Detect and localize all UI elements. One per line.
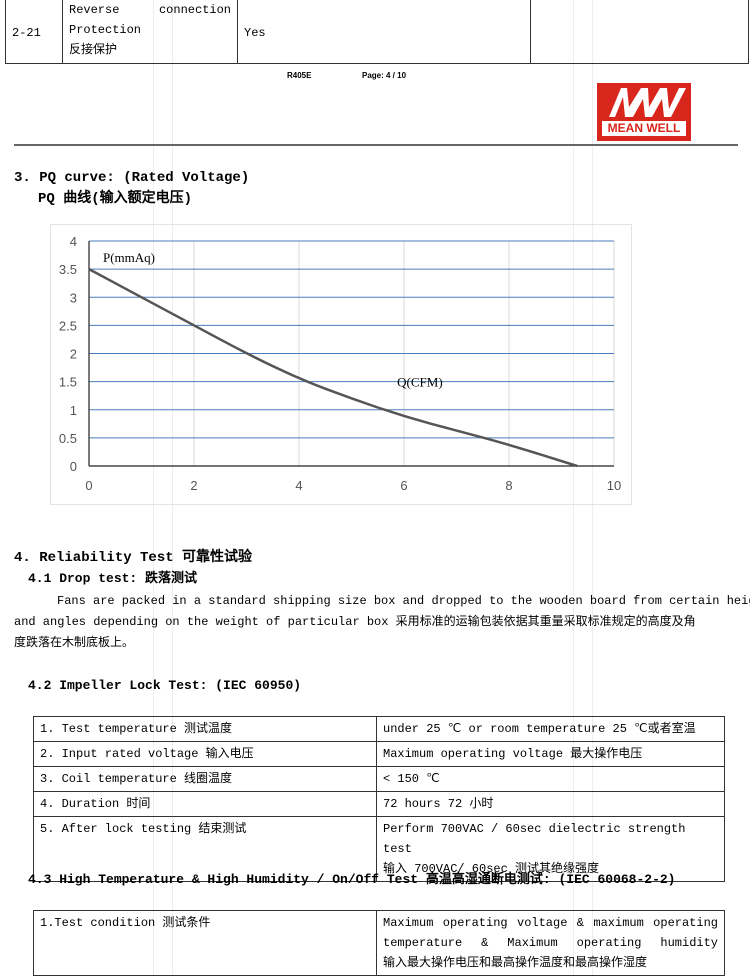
y-tick-label: 3 bbox=[70, 290, 77, 305]
drop-test-text: and angles depending on the weight of pa… bbox=[14, 615, 696, 629]
y-tick-label: 4 bbox=[70, 234, 77, 249]
section-3-subtitle: PQ 曲线(输入额定电压) bbox=[38, 191, 193, 207]
row-value-line: < 150 ℃ bbox=[383, 772, 440, 786]
table-row: 3. Coil temperature 线圈温度 < 150 ℃ bbox=[33, 766, 725, 792]
y-tick-label: 0.5 bbox=[59, 431, 77, 446]
mean-well-logo: MEAN WELL bbox=[597, 83, 691, 141]
row-value: 72 hours 72 小时 bbox=[376, 791, 725, 817]
row-label: 5. After lock testing 结束测试 bbox=[33, 816, 377, 882]
row-value-line: 输入 700VAC/ 60sec 测试其绝缘强度 bbox=[383, 862, 600, 876]
row-value-line: Maximum operating voltage 最大操作电压 bbox=[383, 747, 643, 761]
y-tick-label: 2.5 bbox=[59, 318, 77, 333]
x-tick-label: 10 bbox=[607, 478, 621, 493]
drop-test-text: Fans are packed in a standard shipping s… bbox=[57, 594, 750, 608]
y-tick-label: 1.5 bbox=[59, 375, 77, 390]
value-cell: Yes bbox=[237, 0, 531, 64]
section-4-3-title: 4.3 High Temperature & High Humidity / O… bbox=[28, 872, 676, 887]
row-value: Perform 700VAC / 60sec dielectric streng… bbox=[376, 816, 725, 882]
section-4-1-title: 4.1 Drop test: 跌落测试 bbox=[28, 571, 198, 586]
y-tick-label: 2 bbox=[70, 347, 77, 362]
watermark-strip bbox=[153, 0, 173, 976]
row-value-line: Perform 700VAC / 60sec dielectric streng… bbox=[383, 822, 686, 856]
item-line: 反接保护 bbox=[69, 43, 118, 57]
item-line: Protection bbox=[69, 23, 142, 37]
y-axis-label: P(mmAq) bbox=[103, 250, 155, 265]
row-value: Maximum operating voltage 最大操作电压 bbox=[376, 741, 725, 767]
section-4-2-title: 4.2 Impeller Lock Test: (IEC 60950) bbox=[28, 678, 302, 693]
table-row: 4. Duration 时间 72 hours 72 小时 bbox=[33, 791, 725, 817]
x-tick-label: 2 bbox=[190, 478, 197, 493]
row-label: 3. Coil temperature 线圈温度 bbox=[33, 766, 377, 792]
doc-code: R405E bbox=[287, 71, 312, 80]
logo-text: MEAN WELL bbox=[602, 121, 686, 136]
impeller-lock-table: 1. Test temperature 测试温度 under 25 ℃ or ro… bbox=[33, 716, 725, 882]
row-value: Maximum operating voltage & maximum oper… bbox=[376, 910, 725, 976]
y-tick-label: 0 bbox=[70, 459, 77, 474]
x-tick-label: 0 bbox=[85, 478, 92, 493]
row-value-line: under 25 ℃ or room temperature 25 ℃或者室温 bbox=[383, 722, 696, 736]
row-id: 2-21 bbox=[5, 0, 63, 64]
row-label: 1. Test temperature 测试温度 bbox=[33, 716, 377, 742]
x-tick-label: 8 bbox=[505, 478, 512, 493]
empty-cell bbox=[530, 0, 749, 64]
y-tick-label: 1 bbox=[70, 403, 77, 418]
table-row: 2. Input rated voltage 输入电压 Maximum opera… bbox=[33, 741, 725, 767]
table-row: 1.Test condition 测试条件 Maximum operating v… bbox=[33, 910, 725, 976]
section-3-title: 3. PQ curve: (Rated Voltage) bbox=[14, 170, 250, 186]
item-line: connection bbox=[158, 3, 231, 17]
row-value-line: 输入最大操作电压和最高操作温度和最高操作湿度 bbox=[383, 956, 648, 970]
pq-chart-svg: 0 2 4 6 8 10 0 0.5 1 1.5 2 2.5 3 3.5 4 P(mmAq) Q(CFM) bbox=[59, 234, 621, 493]
x-tick-label: 6 bbox=[400, 478, 407, 493]
row-value: under 25 ℃ or room temperature 25 ℃或者室温 bbox=[376, 716, 725, 742]
y-tick-label: 3.5 bbox=[59, 262, 77, 277]
pq-curve bbox=[88, 268, 578, 468]
x-axis-label: Q(CFM) bbox=[397, 375, 443, 390]
row-label: 2. Input rated voltage 输入电压 bbox=[33, 741, 377, 767]
item-cell: Reverse connection Protection 反接保护 bbox=[62, 0, 238, 64]
item-line: Reverse bbox=[69, 3, 120, 17]
row-value-line: Maximum operating voltage & maximum oper… bbox=[383, 916, 718, 930]
section-4-title: 4. Reliability Test 可靠性试验 bbox=[14, 550, 253, 566]
row-value-line: temperature & Maximum operating humidity bbox=[383, 936, 718, 950]
watermark-strip bbox=[573, 0, 593, 976]
top-table: 2-21 Reverse connection Protection 反接保护 Y… bbox=[5, 0, 749, 64]
high-temp-humidity-table: 1.Test condition 测试条件 Maximum operating v… bbox=[33, 910, 725, 976]
table-row: 5. After lock testing 结束测试 Perform 700VAC… bbox=[33, 816, 725, 882]
row-value-line: 72 hours 72 小时 bbox=[383, 797, 494, 811]
mw-logo-mark bbox=[609, 88, 686, 117]
row-label: 1.Test condition 测试条件 bbox=[33, 910, 377, 976]
pq-chart: 0 2 4 6 8 10 0 0.5 1 1.5 2 2.5 3 3.5 4 P(mmAq) Q(CFM) bbox=[50, 224, 632, 505]
table-row: 1. Test temperature 测试温度 under 25 ℃ or ro… bbox=[33, 716, 725, 742]
page-number: Page: 4 / 10 bbox=[362, 71, 407, 80]
header-divider bbox=[14, 144, 738, 146]
x-tick-label: 4 bbox=[295, 478, 302, 493]
drop-test-text: 度跌落在木制底板上。 bbox=[14, 636, 135, 650]
row-label: 4. Duration 时间 bbox=[33, 791, 377, 817]
row-value: < 150 ℃ bbox=[376, 766, 725, 792]
